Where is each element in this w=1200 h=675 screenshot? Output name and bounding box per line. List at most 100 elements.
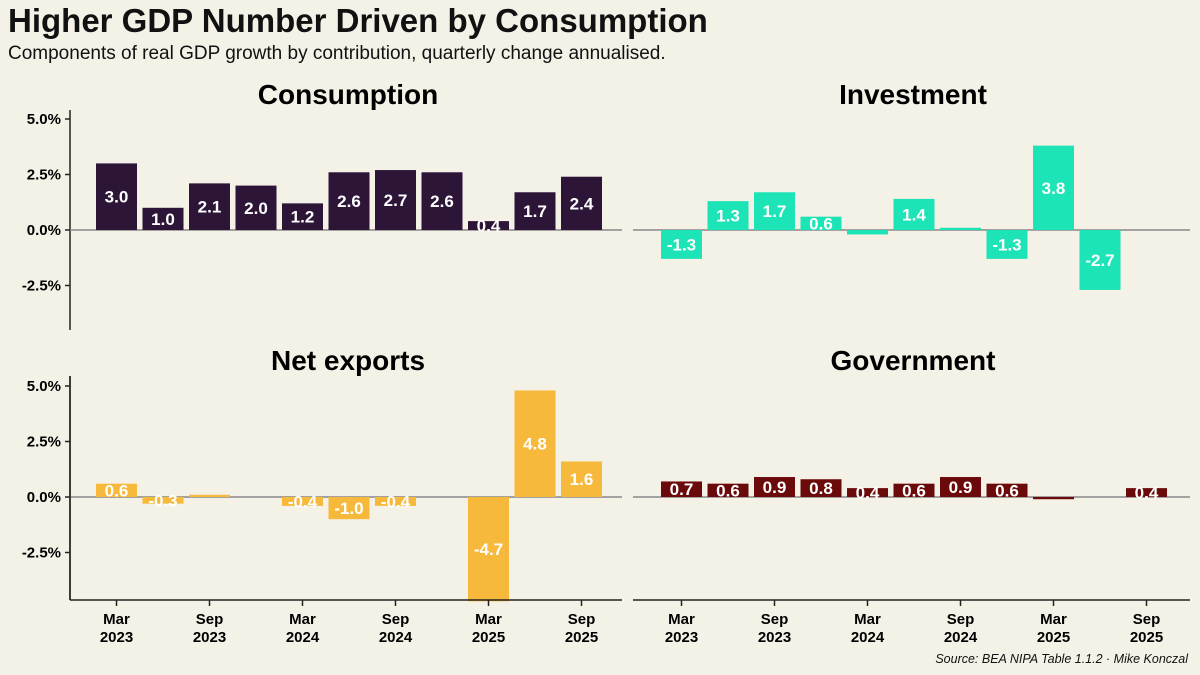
chart-subtitle: Components of real GDP growth by contrib… bbox=[8, 43, 666, 64]
bar-value-label: 3.0 bbox=[105, 188, 129, 207]
bar-value-label: 1.7 bbox=[763, 202, 787, 221]
bar-value-label: -4.7 bbox=[474, 540, 503, 559]
bar-value-label: 1.6 bbox=[570, 470, 594, 489]
bar bbox=[514, 192, 556, 230]
bar bbox=[1126, 488, 1167, 497]
bar-value-label: 3.8 bbox=[1042, 179, 1066, 198]
source-note: Source: BEA NIPA Table 1.1.2 · Mike Konc… bbox=[935, 652, 1188, 666]
bar bbox=[561, 176, 602, 230]
bar-value-label: 2.6 bbox=[430, 192, 454, 211]
bar-value-label: 1.4 bbox=[902, 205, 926, 224]
bar bbox=[421, 172, 463, 230]
bar bbox=[328, 172, 370, 230]
bar bbox=[707, 201, 749, 230]
bar bbox=[847, 488, 888, 497]
bar-value-label: 0.7 bbox=[670, 480, 694, 499]
bar bbox=[142, 497, 184, 504]
bar bbox=[986, 483, 1028, 497]
bar-value-label: 2.4 bbox=[570, 194, 594, 213]
panel-government: Government 0.7 0.6 0.9 0.8 0.4 0.6 0.9 0.6 0.4 Mar… bbox=[633, 345, 1190, 646]
bar bbox=[561, 461, 602, 497]
bar-value-label: 1.0 bbox=[151, 210, 175, 229]
x-tick-label: Sep bbox=[568, 611, 596, 628]
bar bbox=[800, 216, 842, 230]
bar-value-label: 1.7 bbox=[523, 202, 547, 221]
x-tick-label: Sep bbox=[761, 611, 789, 628]
bar-value-label: -1.3 bbox=[992, 235, 1021, 254]
bar-value-label: 0.6 bbox=[716, 481, 740, 500]
panel-title: Government bbox=[831, 345, 996, 376]
bar bbox=[514, 390, 556, 497]
y-tick-label: 0.0% bbox=[27, 489, 61, 506]
x-tick-label: Sep bbox=[382, 611, 410, 628]
bar-value-label: -1.3 bbox=[667, 235, 696, 254]
x-tick-label: Mar bbox=[1040, 611, 1067, 628]
x-tick-label: 2023 bbox=[665, 629, 698, 646]
bar bbox=[661, 230, 702, 259]
bar bbox=[468, 221, 509, 230]
bar-value-label: 0.6 bbox=[995, 481, 1019, 500]
panel-title: Consumption bbox=[258, 79, 438, 110]
bar bbox=[468, 497, 509, 602]
x-tick-label: 2025 bbox=[565, 629, 598, 646]
x-tick-label: Sep bbox=[196, 611, 224, 628]
bar-value-label: 0.6 bbox=[105, 481, 129, 500]
bar-value-label: -1.0 bbox=[334, 499, 363, 518]
bar bbox=[940, 477, 981, 497]
bar bbox=[986, 230, 1028, 259]
x-tick-label: Mar bbox=[289, 611, 316, 628]
x-tick-label: Mar bbox=[668, 611, 695, 628]
bar-value-label: 1.3 bbox=[716, 207, 740, 226]
bar bbox=[661, 481, 702, 497]
y-tick-label: 0.0% bbox=[27, 222, 61, 239]
bar bbox=[375, 497, 416, 506]
bar-value-label: -0.4 bbox=[381, 492, 411, 511]
bar-value-label: 1.2 bbox=[291, 208, 315, 227]
bar bbox=[375, 170, 416, 230]
x-tick-label: 2025 bbox=[1037, 629, 1070, 646]
bar bbox=[189, 183, 230, 230]
x-tick-label: Mar bbox=[475, 611, 502, 628]
bar bbox=[96, 483, 137, 497]
x-tick-label: 2023 bbox=[100, 629, 133, 646]
bar bbox=[893, 483, 935, 497]
bar-value-label: 0.4 bbox=[856, 484, 880, 503]
bar bbox=[96, 163, 137, 230]
y-tick-label: 5.0% bbox=[27, 111, 61, 128]
y-tick-label: -2.5% bbox=[22, 545, 61, 562]
bar bbox=[1033, 145, 1074, 230]
bar-value-label: 2.0 bbox=[244, 199, 268, 218]
x-tick-label: 2024 bbox=[286, 629, 320, 646]
bar-value-label: 2.7 bbox=[384, 191, 408, 210]
panel-title: Investment bbox=[839, 79, 987, 110]
bar-value-label: 0.4 bbox=[1135, 484, 1159, 503]
bar-value-label: 0.8 bbox=[809, 479, 833, 498]
bar-value-label: 0.6 bbox=[902, 481, 926, 500]
x-tick-label: 2025 bbox=[472, 629, 505, 646]
bar bbox=[707, 483, 749, 497]
bar-value-label: -2.7 bbox=[1085, 251, 1114, 270]
bar bbox=[893, 198, 935, 230]
bar bbox=[328, 497, 370, 520]
bar bbox=[282, 203, 323, 230]
x-tick-label: Mar bbox=[854, 611, 881, 628]
panel-investment: Investment -1.3 1.3 1.7 0.6 1.4 -1.3 3.8 -2.7 bbox=[633, 79, 1190, 290]
x-tick-label: 2024 bbox=[379, 629, 413, 646]
x-tick-label: Mar bbox=[103, 611, 130, 628]
bar bbox=[282, 497, 323, 506]
bar-value-label: 0.4 bbox=[477, 217, 501, 236]
bar-value-label: -0.3 bbox=[148, 491, 177, 510]
bar-value-label: 0.6 bbox=[809, 214, 833, 233]
x-tick-label: 2024 bbox=[851, 629, 885, 646]
y-tick-label: 5.0% bbox=[27, 378, 61, 395]
chart-title: Higher GDP Number Driven by Consumption bbox=[8, 2, 708, 39]
x-tick-label: 2023 bbox=[758, 629, 791, 646]
bar bbox=[142, 207, 184, 230]
bar-value-label: -0.4 bbox=[288, 492, 318, 511]
bar bbox=[800, 479, 842, 497]
panel-title: Net exports bbox=[271, 345, 425, 376]
bar bbox=[1033, 497, 1074, 500]
bar bbox=[1079, 230, 1121, 290]
